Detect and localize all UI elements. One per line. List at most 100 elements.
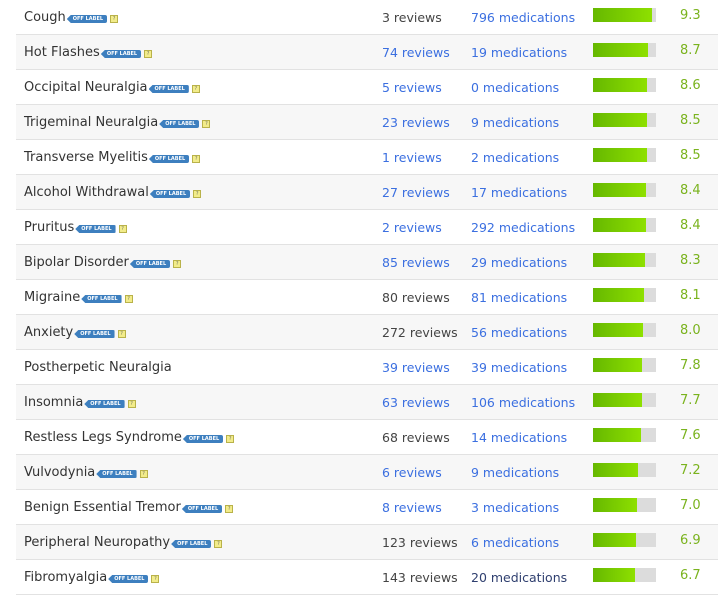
condition-link[interactable]: Migraine — [24, 290, 81, 305]
medications-link[interactable]: 9 medications — [471, 115, 560, 130]
condition-link[interactable]: Trigeminal Neuralgia — [24, 115, 159, 130]
reviews-link[interactable]: 85 reviews — [382, 255, 450, 270]
question-icon[interactable]: ? — [117, 330, 126, 338]
off-label-badge: OFF LABEL — [129, 260, 171, 268]
rating-bar-fill — [593, 183, 646, 197]
condition-link[interactable]: Benign Essential Tremor — [24, 500, 181, 515]
table-row: Trigeminal Neuralgia OFF LABEL? 23 reviews… — [16, 105, 718, 140]
condition-link[interactable]: Fibromyalgia — [24, 570, 108, 585]
medications-link[interactable]: 3 medications — [471, 500, 560, 515]
question-icon[interactable]: ? — [225, 505, 234, 513]
question-icon[interactable]: ? — [193, 190, 202, 198]
rating-bar-fill — [593, 43, 648, 57]
question-icon[interactable]: ? — [202, 120, 211, 128]
rating-bar-fill — [593, 533, 637, 547]
medications-link[interactable]: 56 medications — [471, 325, 568, 340]
condition-cell: Restless Legs Syndrome OFF LABEL? — [24, 420, 235, 456]
reviews-link[interactable]: 1 reviews — [382, 150, 442, 165]
rating-bar-fill — [593, 323, 644, 337]
medications-link[interactable]: 29 medications — [471, 255, 568, 270]
table-row: Vulvodynia OFF LABEL? 6 reviews 9 medicatio… — [16, 455, 718, 490]
reviews-link[interactable]: 23 reviews — [382, 115, 450, 130]
question-icon[interactable]: ? — [139, 470, 148, 478]
off-label-badge: OFF LABEL — [108, 575, 149, 583]
reviews-link[interactable]: 27 reviews — [382, 185, 450, 200]
rating-bar — [593, 288, 656, 302]
condition-cell: Insomnia OFF LABEL? — [24, 385, 136, 421]
rating-score: 6.7 — [680, 568, 701, 583]
rating-score: 8.4 — [680, 183, 701, 198]
condition-link[interactable]: Insomnia — [24, 395, 84, 410]
condition-link[interactable]: Pruritus — [24, 220, 75, 235]
medications-link[interactable]: 106 medications — [471, 395, 576, 410]
rating-bar — [593, 568, 656, 582]
reviews-link: 3 reviews — [382, 10, 442, 25]
rating-bar-fill — [593, 148, 647, 162]
reviews-link[interactable]: 74 reviews — [382, 45, 450, 60]
condition-cell: Bipolar Disorder OFF LABEL? — [24, 245, 182, 281]
question-icon[interactable]: ? — [173, 260, 182, 268]
reviews-link[interactable]: 63 reviews — [382, 395, 450, 410]
rating-bar — [593, 358, 656, 372]
rating-score: 7.2 — [680, 463, 701, 478]
question-icon[interactable]: ? — [118, 225, 127, 233]
off-label-badge: OFF LABEL — [148, 85, 189, 93]
condition-link[interactable]: Vulvodynia — [24, 465, 96, 480]
reviews-link[interactable]: 2 reviews — [382, 220, 442, 235]
question-icon[interactable]: ? — [226, 435, 235, 443]
medications-link[interactable]: 292 medications — [471, 220, 576, 235]
question-icon[interactable]: ? — [214, 540, 223, 548]
rating-score: 8.0 — [680, 323, 701, 338]
question-icon[interactable]: ? — [192, 155, 201, 163]
medications-link[interactable]: 17 medications — [471, 185, 568, 200]
reviews-link[interactable]: 5 reviews — [382, 80, 442, 95]
medications-link[interactable]: 796 medications — [471, 10, 576, 25]
medications-link[interactable]: 6 medications — [471, 535, 560, 550]
condition-link[interactable]: Occipital Neuralgia — [24, 80, 148, 95]
table-row: Hot Flashes OFF LABEL? 74 reviews 19 medica… — [16, 35, 718, 70]
condition-link[interactable]: Bipolar Disorder — [24, 255, 129, 270]
question-icon[interactable]: ? — [144, 50, 153, 58]
medications-link: 20 medications — [471, 570, 568, 585]
rating-bar — [593, 393, 656, 407]
rating-bar-fill — [593, 218, 646, 232]
question-icon[interactable]: ? — [110, 15, 119, 23]
reviews-link[interactable]: 8 reviews — [382, 500, 442, 515]
medications-link[interactable]: 39 medications — [471, 360, 568, 375]
medications-link[interactable]: 2 medications — [471, 150, 560, 165]
condition-link[interactable]: Peripheral Neuropathy — [24, 535, 171, 550]
rating-bar-fill — [593, 393, 642, 407]
medications-link[interactable]: 14 medications — [471, 430, 568, 445]
condition-cell: Benign Essential Tremor OFF LABEL? — [24, 490, 234, 526]
rating-score: 8.5 — [680, 148, 701, 163]
off-label-badge: OFF LABEL — [100, 50, 142, 58]
condition-cell: Trigeminal Neuralgia OFF LABEL? — [24, 105, 211, 141]
question-icon[interactable]: ? — [124, 295, 133, 303]
rating-bar-fill — [593, 568, 636, 582]
medications-link[interactable]: 0 medications — [471, 80, 560, 95]
condition-link[interactable]: Cough — [24, 10, 66, 25]
question-icon[interactable]: ? — [191, 85, 200, 93]
condition-link[interactable]: Transverse Myelitis — [24, 150, 148, 165]
question-icon[interactable]: ? — [127, 400, 136, 408]
condition-link[interactable]: Postherpetic Neuralgia — [24, 360, 172, 375]
reviews-link[interactable]: 6 reviews — [382, 465, 442, 480]
condition-cell: Migraine OFF LABEL? — [24, 280, 133, 316]
medications-link[interactable]: 9 medications — [471, 465, 560, 480]
condition-link[interactable]: Alcohol Withdrawal — [24, 185, 149, 200]
table-row: Anxiety OFF LABEL? 272 reviews 56 medicatio… — [16, 315, 718, 350]
rating-bar — [593, 498, 656, 512]
condition-link[interactable]: Restless Legs Syndrome — [24, 430, 182, 445]
rating-bar — [593, 8, 656, 22]
rating-bar-fill — [593, 8, 652, 22]
rating-bar — [593, 323, 656, 337]
condition-cell: Postherpetic Neuralgia — [24, 350, 172, 386]
medications-link[interactable]: 19 medications — [471, 45, 568, 60]
table-row: Restless Legs Syndrome OFF LABEL? 68 revie… — [16, 420, 718, 455]
medications-link[interactable]: 81 medications — [471, 290, 568, 305]
question-icon[interactable]: ? — [151, 575, 160, 583]
rating-bar-fill — [593, 358, 643, 372]
reviews-link[interactable]: 39 reviews — [382, 360, 450, 375]
condition-link[interactable]: Hot Flashes — [24, 45, 100, 60]
condition-link[interactable]: Anxiety — [24, 325, 74, 340]
